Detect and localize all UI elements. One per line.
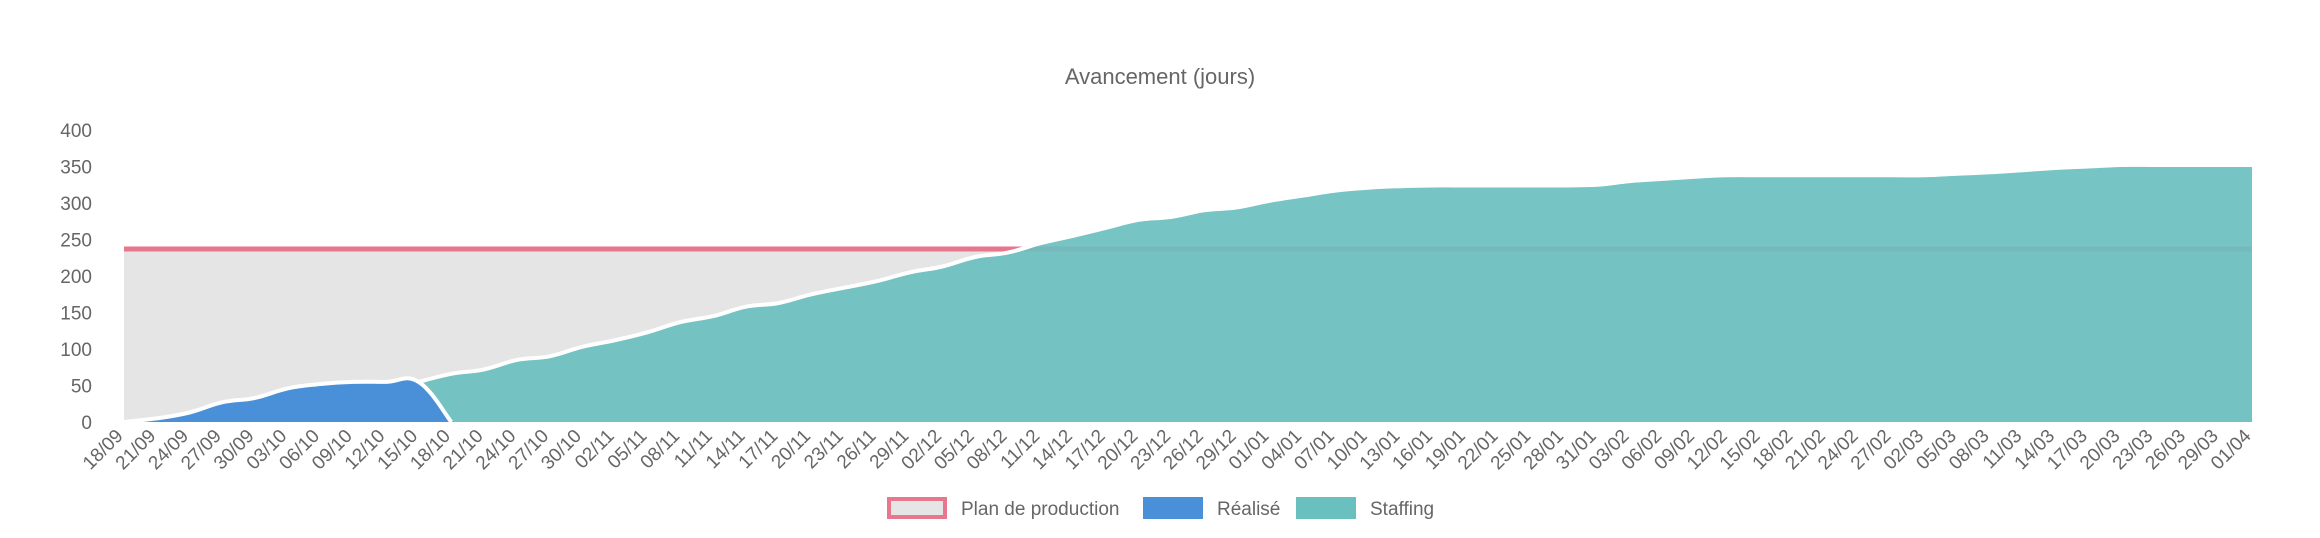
- legend: Plan de production Réalisé Staffing: [887, 497, 1434, 520]
- y-tick-label: 0: [81, 413, 92, 434]
- series-line-realise: [123, 376, 453, 424]
- legend-item-staffing[interactable]: Staffing: [1296, 497, 1434, 520]
- y-tick-label: 300: [60, 194, 92, 215]
- legend-swatch: [1143, 497, 1203, 519]
- legend-item-realise[interactable]: Réalisé: [1143, 497, 1280, 520]
- legend-swatch: [1296, 497, 1356, 519]
- x-axis: 18/0921/0924/0927/0930/0903/1006/1009/10…: [79, 425, 2256, 474]
- legend-label: Plan de production: [961, 499, 1119, 520]
- y-tick-label: 50: [71, 377, 92, 398]
- y-tick-label: 150: [60, 304, 92, 325]
- chart-title: Avancement (jours): [1065, 64, 1255, 89]
- legend-label: Staffing: [1370, 499, 1434, 520]
- y-axis: 0 50 100 150 200 250 300 350 400: [60, 121, 92, 434]
- y-tick-label: 250: [60, 231, 92, 252]
- series-area-staffing: [418, 164, 2253, 422]
- legend-item-plan-de-production[interactable]: Plan de production: [887, 497, 1119, 520]
- y-tick-label: 200: [60, 267, 92, 288]
- plot-area: [123, 162, 2253, 424]
- legend-swatch: [887, 497, 947, 519]
- y-tick-label: 350: [60, 158, 92, 179]
- y-tick-label: 100: [60, 340, 92, 361]
- y-tick-label: 400: [60, 121, 92, 142]
- series-area-realise: [124, 378, 452, 422]
- series-line-staffing: [418, 162, 2252, 384]
- legend-label: Réalisé: [1217, 499, 1280, 520]
